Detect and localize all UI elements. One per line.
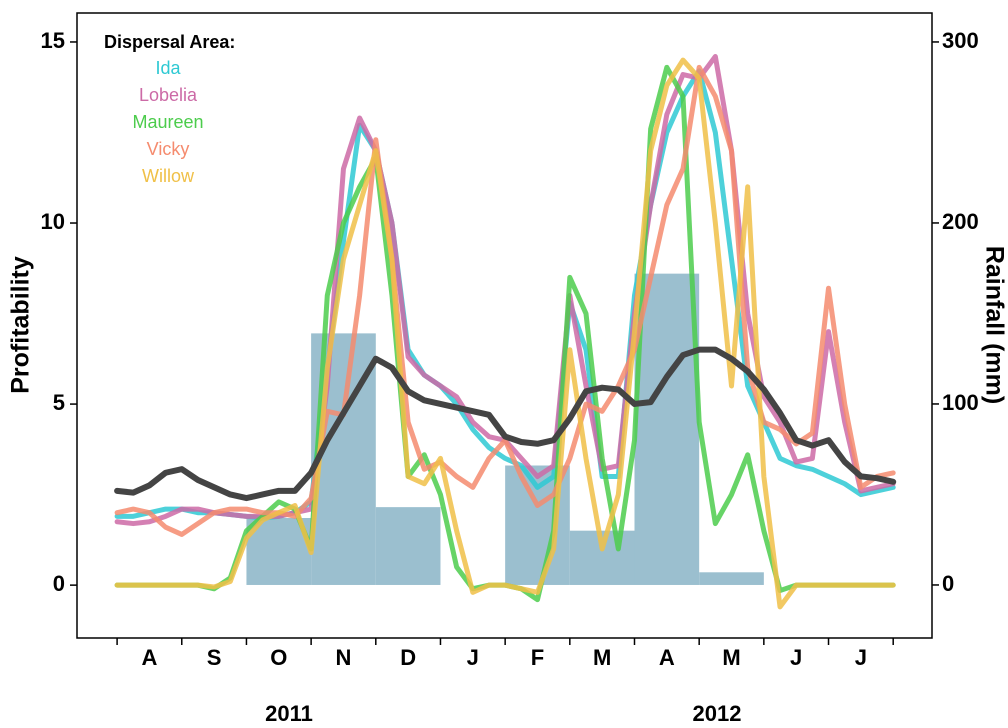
line-layer <box>114 53 897 610</box>
legend-entry: Ida <box>155 58 181 78</box>
x-tick-label: S <box>207 645 222 670</box>
legend-entry: Maureen <box>132 112 203 132</box>
legend-title: Dispersal Area: <box>104 32 235 52</box>
y2-tick-label: 300 <box>942 28 979 53</box>
y2-tick-label: 100 <box>942 390 979 415</box>
y2-tick-label: 0 <box>942 571 954 596</box>
x-tick-label: J <box>790 645 802 670</box>
profitability-line <box>114 64 896 537</box>
y2-tick-label: 200 <box>942 209 979 234</box>
x-tick-label: J <box>467 645 479 670</box>
x-tick-label: D <box>400 645 416 670</box>
y-axis-label: Profitability <box>7 256 35 394</box>
y-tick-label: 5 <box>53 390 65 415</box>
rainfall-bar <box>375 507 441 585</box>
x-tick-label: M <box>722 645 740 670</box>
y-tick-label: 0 <box>53 571 65 596</box>
y2-axis-label: Rainfall (mm) <box>980 246 1008 404</box>
x-tick-label: O <box>270 645 287 670</box>
axes: 0 5 10 15 0 100 200 300 A S O N D J F M A M J J <box>41 28 979 670</box>
y-tick-label: 10 <box>41 209 65 234</box>
x-tick-label: A <box>659 645 675 670</box>
y-tick-label: 15 <box>41 28 65 53</box>
rainfall-bar <box>699 572 764 585</box>
rainfall-bar <box>634 273 700 585</box>
x-tick-label: F <box>531 645 544 670</box>
x-tick-label: N <box>336 645 352 670</box>
x-tick-label: M <box>593 645 611 670</box>
rainfall-line <box>114 346 897 502</box>
profitability-line <box>114 57 896 610</box>
legend-entry: Willow <box>142 166 195 186</box>
x-tick-label: A <box>141 645 157 670</box>
legend: Ida Lobelia Maureen Vicky Willow <box>132 58 203 186</box>
year-label: 2012 <box>693 701 742 726</box>
year-label: 2011 <box>265 701 313 726</box>
x-tick-label: J <box>855 645 867 670</box>
legend-entry: Vicky <box>147 139 190 159</box>
legend-entry: Lobelia <box>139 85 198 105</box>
